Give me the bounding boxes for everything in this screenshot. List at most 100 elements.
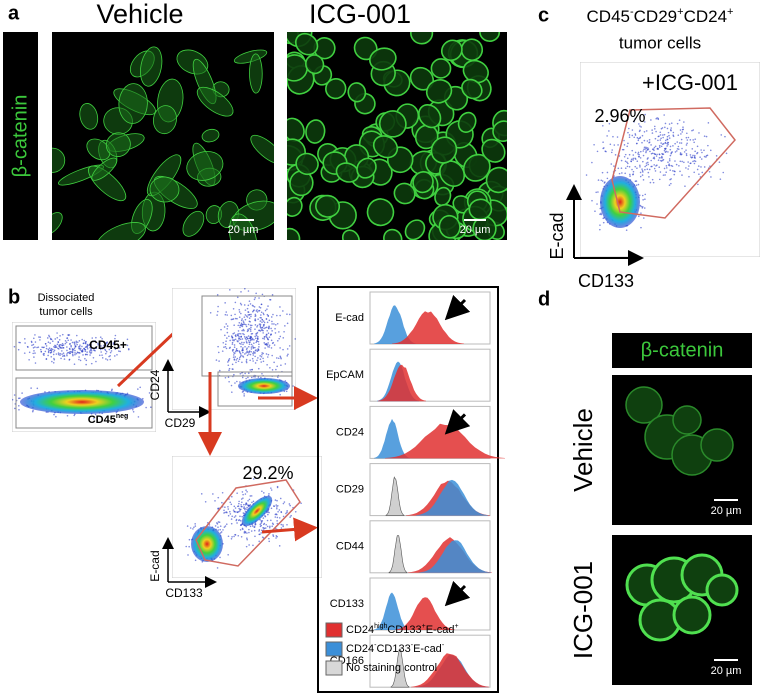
event	[240, 322, 243, 325]
event	[74, 349, 76, 352]
event	[238, 507, 240, 510]
gate-label: CD45+	[89, 338, 127, 352]
event	[221, 350, 224, 352]
cell	[182, 210, 205, 237]
cell	[479, 32, 501, 42]
event	[58, 344, 60, 347]
event	[246, 506, 248, 509]
event	[234, 338, 237, 341]
event	[645, 151, 647, 154]
event	[240, 345, 242, 348]
event	[104, 348, 106, 351]
legend-label: CD24highCD133+E-cad+	[346, 623, 459, 636]
histogram-curve	[395, 597, 455, 630]
panel-label: a	[8, 2, 20, 24]
event	[69, 352, 72, 355]
event	[237, 360, 240, 363]
event	[238, 339, 240, 341]
event	[231, 283, 233, 285]
event	[265, 326, 268, 329]
event	[696, 168, 699, 171]
event	[271, 320, 273, 323]
event	[243, 316, 246, 318]
event	[641, 194, 644, 197]
event	[75, 341, 78, 344]
event	[36, 346, 38, 349]
event	[268, 540, 271, 543]
event	[286, 348, 289, 350]
event	[251, 304, 254, 307]
event	[89, 346, 91, 349]
event	[267, 332, 270, 335]
cell	[672, 405, 702, 435]
event	[222, 529, 224, 531]
event	[687, 136, 690, 139]
event	[82, 342, 85, 344]
event	[65, 341, 68, 344]
event	[266, 363, 268, 366]
event	[105, 350, 108, 353]
event	[116, 353, 118, 356]
event	[260, 361, 262, 363]
event	[249, 369, 252, 371]
event	[78, 345, 81, 348]
event	[613, 165, 615, 167]
event	[665, 150, 668, 153]
event	[109, 351, 112, 354]
event	[37, 346, 40, 348]
event	[49, 342, 51, 344]
event	[254, 349, 257, 352]
event	[244, 372, 246, 375]
histogram-curve	[390, 648, 410, 688]
event	[233, 339, 235, 342]
event	[39, 339, 41, 341]
event	[632, 173, 634, 175]
event	[279, 314, 281, 317]
event	[685, 144, 688, 146]
event	[238, 335, 240, 338]
event	[606, 171, 609, 174]
event	[254, 296, 257, 299]
event	[62, 355, 64, 358]
event	[669, 145, 672, 148]
event	[700, 149, 702, 151]
event	[246, 354, 249, 357]
event	[255, 341, 257, 344]
event	[71, 347, 74, 350]
event	[679, 170, 681, 173]
event	[55, 346, 58, 349]
event	[256, 311, 259, 313]
event	[639, 171, 642, 174]
event	[104, 352, 107, 355]
event	[252, 525, 254, 527]
event	[94, 340, 97, 342]
density	[241, 495, 273, 527]
event	[597, 191, 599, 193]
event	[278, 517, 281, 519]
event	[672, 145, 674, 147]
gate	[201, 295, 293, 377]
event	[674, 160, 676, 162]
scale-label: 20 µm	[711, 665, 742, 677]
text-part: E-cad	[426, 624, 455, 636]
event	[261, 372, 263, 375]
event	[254, 524, 256, 526]
event	[277, 376, 279, 378]
event	[233, 344, 236, 346]
event	[98, 341, 101, 344]
event	[691, 148, 694, 150]
event	[5, 393, 7, 395]
histogram-curve	[374, 592, 410, 630]
event	[93, 347, 95, 350]
event	[600, 212, 602, 215]
event	[230, 318, 233, 321]
event	[187, 554, 189, 556]
event	[258, 309, 261, 312]
event	[106, 345, 109, 347]
event	[234, 334, 237, 337]
event	[652, 181, 655, 184]
event	[250, 333, 253, 335]
event	[240, 319, 243, 322]
event	[236, 380, 238, 383]
